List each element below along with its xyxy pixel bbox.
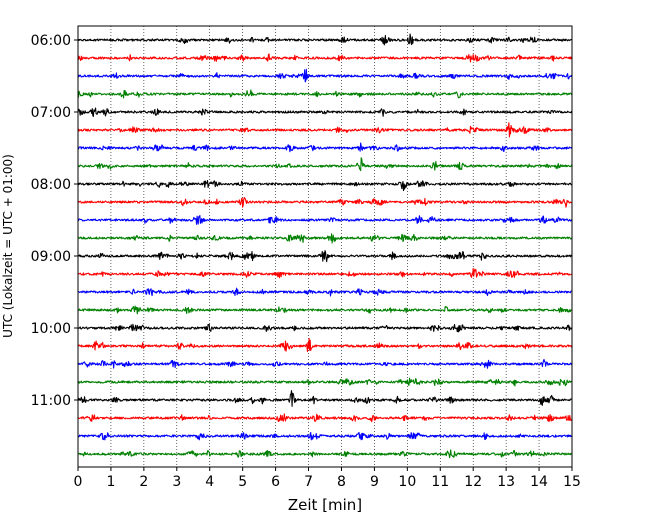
y-axis: 06:00 07:00 08:00 09:00 10:00 11:00 (31, 33, 78, 409)
x-tick-label-13: 13 (497, 474, 515, 490)
plot-frame (77, 25, 573, 468)
trace-0615 (77, 53, 573, 63)
x-tick-label-11: 11 (431, 474, 449, 490)
x-tick-label-12: 12 (464, 474, 482, 490)
x-tick-label-1: 1 (106, 474, 115, 490)
x-tick-label-4: 4 (205, 474, 214, 490)
trace-series (77, 33, 573, 459)
x-tick-label-6: 6 (271, 474, 280, 490)
x-tick-label-5: 5 (238, 474, 247, 490)
trace-1145 (77, 449, 573, 459)
trace-0930 (77, 287, 573, 297)
trace-0945 (77, 305, 573, 315)
x-tick-label-8: 8 (337, 474, 346, 490)
trace-0630 (77, 68, 573, 83)
trace-0815 (77, 196, 573, 208)
trace-0845 (77, 233, 573, 244)
y-axis-label: UTC (Lokalzeit = UTC + 01:00) (1, 154, 15, 338)
y-tick-label-1: 07:00 (31, 105, 71, 121)
trace-0700 (77, 107, 573, 117)
trace-0900 (77, 250, 573, 263)
trace-1130 (77, 432, 573, 441)
x-tick-label-10: 10 (398, 474, 416, 490)
y-tick-label-3: 09:00 (31, 249, 71, 265)
x-tick-label-15: 15 (563, 474, 581, 490)
trace-1100 (77, 390, 573, 407)
x-tick-label-3: 3 (172, 474, 181, 490)
x-tick-label-2: 2 (139, 474, 148, 490)
trace-0600 (77, 33, 573, 46)
trace-0730 (77, 142, 573, 153)
y-tick-label-4: 10:00 (31, 321, 71, 337)
trace-1115 (77, 413, 573, 423)
trace-1015 (77, 337, 573, 353)
y-tick-label-2: 08:00 (31, 177, 71, 193)
trace-0915 (77, 267, 573, 279)
y-tick-label-5: 11:00 (31, 393, 71, 409)
y-tick-label-0: 06:00 (31, 33, 71, 49)
x-tick-label-7: 7 (304, 474, 313, 490)
x-tick-label-9: 9 (370, 474, 379, 490)
trace-0645 (77, 89, 573, 99)
x-tick-label-14: 14 (530, 474, 548, 490)
trace-1045 (77, 377, 573, 387)
x-tick-label-0: 0 (74, 474, 83, 490)
trace-0800 (77, 179, 573, 192)
x-axis-label: Zeit [min] (288, 496, 362, 514)
trace-0830 (77, 215, 573, 225)
x-axis: 0 1 2 3 4 5 6 7 8 9 10 11 12 13 14 15 (74, 467, 581, 490)
trace-0745 (77, 157, 573, 172)
trace-1030 (77, 358, 573, 369)
trace-1000 (77, 323, 573, 333)
trace-0715 (77, 122, 573, 138)
